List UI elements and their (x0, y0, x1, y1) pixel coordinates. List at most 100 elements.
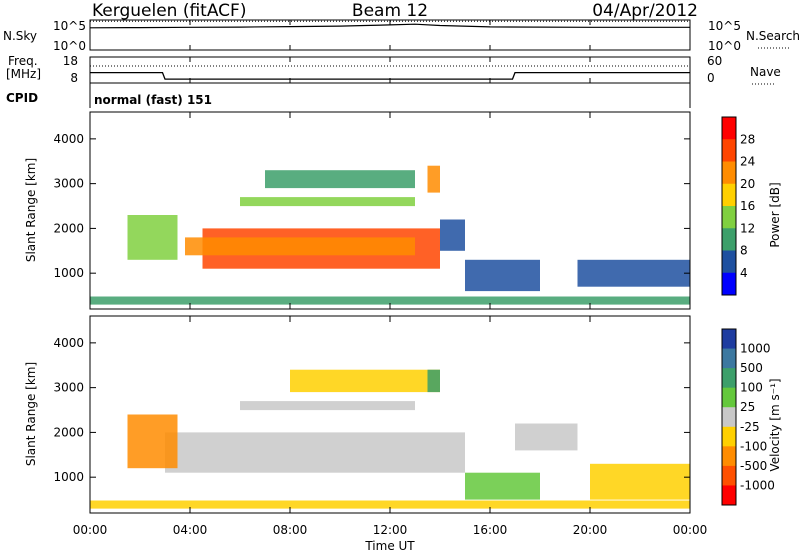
colorbar-swatch (722, 139, 736, 162)
nsky-tick-bottom: 10^0 (53, 39, 86, 53)
heatmap-region-6 (427, 165, 440, 193)
nsearch-tick-bottom: 10^0 (708, 39, 741, 53)
freq-panel: Freq. [MHz] 18 8 Nave 60 0 (6, 54, 781, 85)
beam-title: Beam 12 (352, 1, 428, 21)
colorbar-tick: 25 (740, 400, 755, 414)
colorbar-frame (721, 328, 737, 506)
colorbar-tick: 20 (740, 177, 755, 191)
freq-label-line1: Freq. (8, 54, 38, 68)
velocity-yticks: 4000 3000 2000 1000 (53, 336, 690, 484)
colorbar-tick: 8 (740, 244, 748, 258)
heatmap-region-8 (465, 259, 540, 292)
ytick-label: 1000 (53, 470, 84, 484)
colorbar-swatch (722, 426, 736, 447)
xaxis-label: Time UT (364, 539, 415, 553)
cpid-mode-text: normal (fast) 151 (94, 93, 212, 107)
ytick-label: 3000 (53, 381, 84, 395)
colorbar-tick: 500 (740, 361, 763, 375)
power-colorbar-label: Power [dB] (768, 182, 782, 247)
nsky-tick-top: 10^5 (53, 19, 86, 33)
velocity-colorbar: 1000 500 100 25 -25 -100 -500 -1000 (721, 328, 775, 506)
colorbar-swatch (722, 329, 736, 350)
ytick-label: 1000 (53, 266, 84, 280)
colorbar-tick: 100 (740, 381, 763, 395)
power-yticks: 4000 3000 2000 1000 (53, 132, 690, 280)
colorbar-swatch (722, 485, 736, 506)
freq-tick-top: 18 (63, 54, 78, 68)
colorbar-swatch (722, 228, 736, 251)
colorbar-swatch (722, 272, 736, 296)
colorbar-frame (721, 116, 737, 296)
freq-tick-bottom: 8 (70, 71, 78, 85)
colorbar-swatch (722, 161, 736, 185)
velocity-panel: 4000 3000 2000 1000 Slant Range [km] 1000 50… (24, 315, 782, 514)
ytick-label: 3000 (53, 177, 84, 191)
colorbar-tick: -25 (740, 420, 760, 434)
heatmap-region-0 (90, 500, 690, 509)
nsearch-label: N.Search (746, 29, 800, 43)
ytick-label: 4000 (53, 132, 84, 146)
heatmap-region-1 (165, 432, 465, 473)
station-title: Kerguelen (fitACF) (92, 1, 246, 21)
velocity-colorbar-label: Velocity [m s⁻¹] (768, 378, 782, 471)
power-panel: 4000 3000 2000 1000 Slant Range [km] 28 24 20… (24, 111, 782, 310)
xtick-label: 16:00 (473, 523, 508, 537)
xtick-label: 00:00 (673, 523, 708, 537)
xtick-label: 04:00 (173, 523, 208, 537)
nsearch-tick-top: 10^5 (708, 19, 741, 33)
cpid-panel: CPID normal (fast) 151 (6, 83, 691, 108)
nave-label: Nave (750, 65, 781, 79)
freq-label-line2: [MHz] (6, 67, 41, 81)
heatmap-region-3 (240, 401, 415, 411)
colorbar-tick: 12 (740, 221, 755, 235)
colorbar-tick: 4 (740, 266, 748, 280)
ytick-label: 2000 (53, 221, 84, 235)
heatmap-region-5 (427, 369, 440, 393)
heatmap-region-0 (90, 296, 690, 305)
heatmap-region-6 (465, 472, 540, 500)
ytick-label: 4000 (53, 336, 84, 350)
power-colorbar: 28 24 20 16 12 8 4 (721, 116, 755, 296)
colorbar-tick: 28 (740, 132, 755, 146)
colorbar-swatch (722, 206, 736, 229)
colorbar-swatch (722, 250, 736, 274)
heatmap-region-7 (515, 423, 578, 451)
nsky-label: N.Sky (3, 29, 37, 43)
ytick-label: 2000 (53, 425, 84, 439)
colorbar-swatch (722, 368, 736, 389)
colorbar-tick: 24 (740, 155, 755, 169)
freq-line (90, 71, 690, 80)
colorbar-swatch (722, 117, 736, 140)
time-xticks: 00:00 04:00 08:00 12:00 16:00 20:00 00:00 (73, 20, 708, 537)
heatmap-region-7 (440, 219, 465, 251)
colorbar-swatch (722, 446, 736, 467)
nsky-panel: N.Sky 10^5 10^0 N.Search 10^5 10^0 (3, 19, 800, 53)
nave-tick-top: 60 (707, 54, 722, 68)
xtick-label: 20:00 (573, 523, 608, 537)
colorbar-tick: 1000 (740, 342, 771, 356)
nsky-line (89, 23, 690, 29)
power-ylabel: Slant Range [km] (24, 158, 38, 262)
colorbar-tick: -500 (740, 459, 767, 473)
colorbar-tick: -100 (740, 439, 767, 453)
heatmap-region-8 (590, 463, 690, 500)
heatmap-region-4 (240, 197, 415, 207)
heatmap-region-2 (185, 237, 415, 256)
colorbar-swatch (722, 387, 736, 408)
velocity-heatmap (90, 369, 690, 509)
velocity-ylabel: Slant Range [km] (24, 362, 38, 466)
power-heatmap (90, 165, 690, 305)
colorbar-swatch (722, 465, 736, 486)
colorbar-swatch (722, 183, 736, 207)
heatmap-region-5 (265, 170, 415, 189)
cpid-label: CPID (6, 91, 38, 105)
heatmap-region-3 (127, 215, 178, 260)
xtick-label: 00:00 (73, 523, 108, 537)
colorbar-tick: 16 (740, 199, 755, 213)
colorbar-tick: -1000 (740, 478, 775, 492)
colorbar-swatch (722, 407, 736, 428)
xtick-label: 12:00 (373, 523, 408, 537)
date-title: 04/Apr/2012 (592, 1, 698, 21)
nave-tick-bottom: 0 (707, 71, 715, 85)
